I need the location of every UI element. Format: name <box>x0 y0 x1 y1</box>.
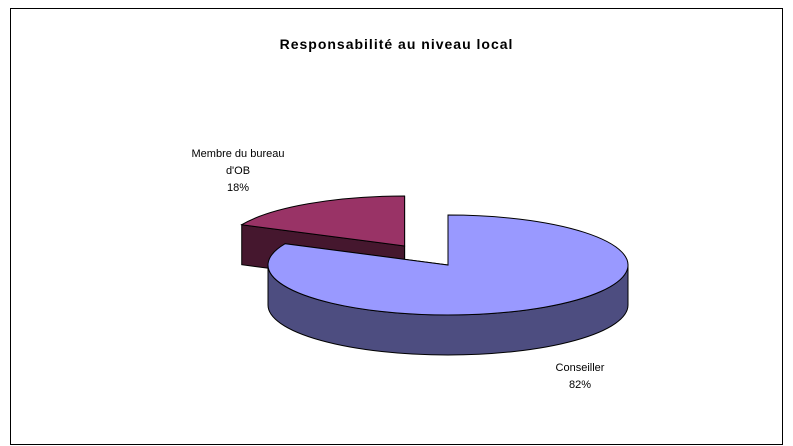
slice-label: Conseiller <box>555 362 605 374</box>
chart-title: Responsabilité au niveau local <box>279 36 514 52</box>
slice <box>240 195 406 247</box>
slice <box>267 214 629 316</box>
slice-value-label: 18% <box>226 182 250 194</box>
slice-label: Membre du bureau d'OB <box>191 148 285 177</box>
slice-value-label: 82% <box>568 379 592 391</box>
